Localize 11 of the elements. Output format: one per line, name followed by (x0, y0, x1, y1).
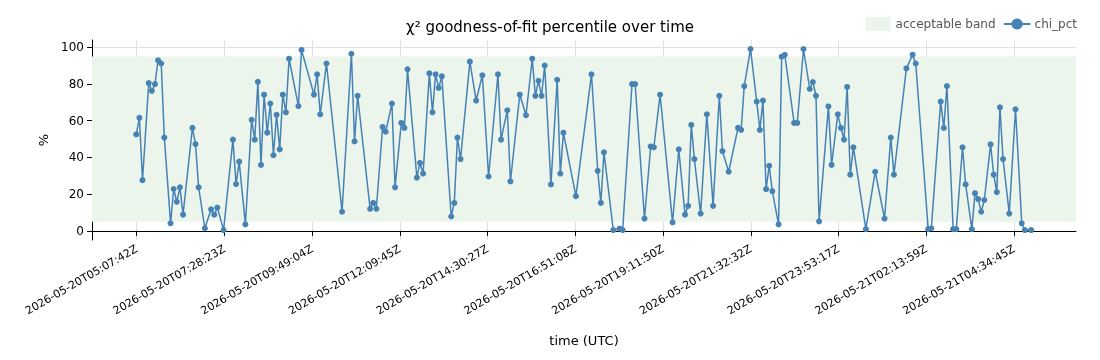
x-axis-title: time (UTC) (549, 333, 619, 348)
y-tick-label: 20 (68, 187, 84, 202)
y-tick-label: 0 (76, 223, 84, 238)
y-tick-label: 100 (61, 40, 84, 55)
legend-label: acceptable band (895, 17, 996, 31)
y-tick-label: 60 (68, 113, 84, 128)
y-tick-label: 40 (68, 150, 84, 165)
legend-label: chi_pct (1034, 17, 1078, 31)
y-axis-title: % (36, 133, 52, 147)
chart-title: χ² goodness-of-fit percentile over time (406, 17, 694, 36)
y-tick-label: 80 (68, 77, 84, 92)
